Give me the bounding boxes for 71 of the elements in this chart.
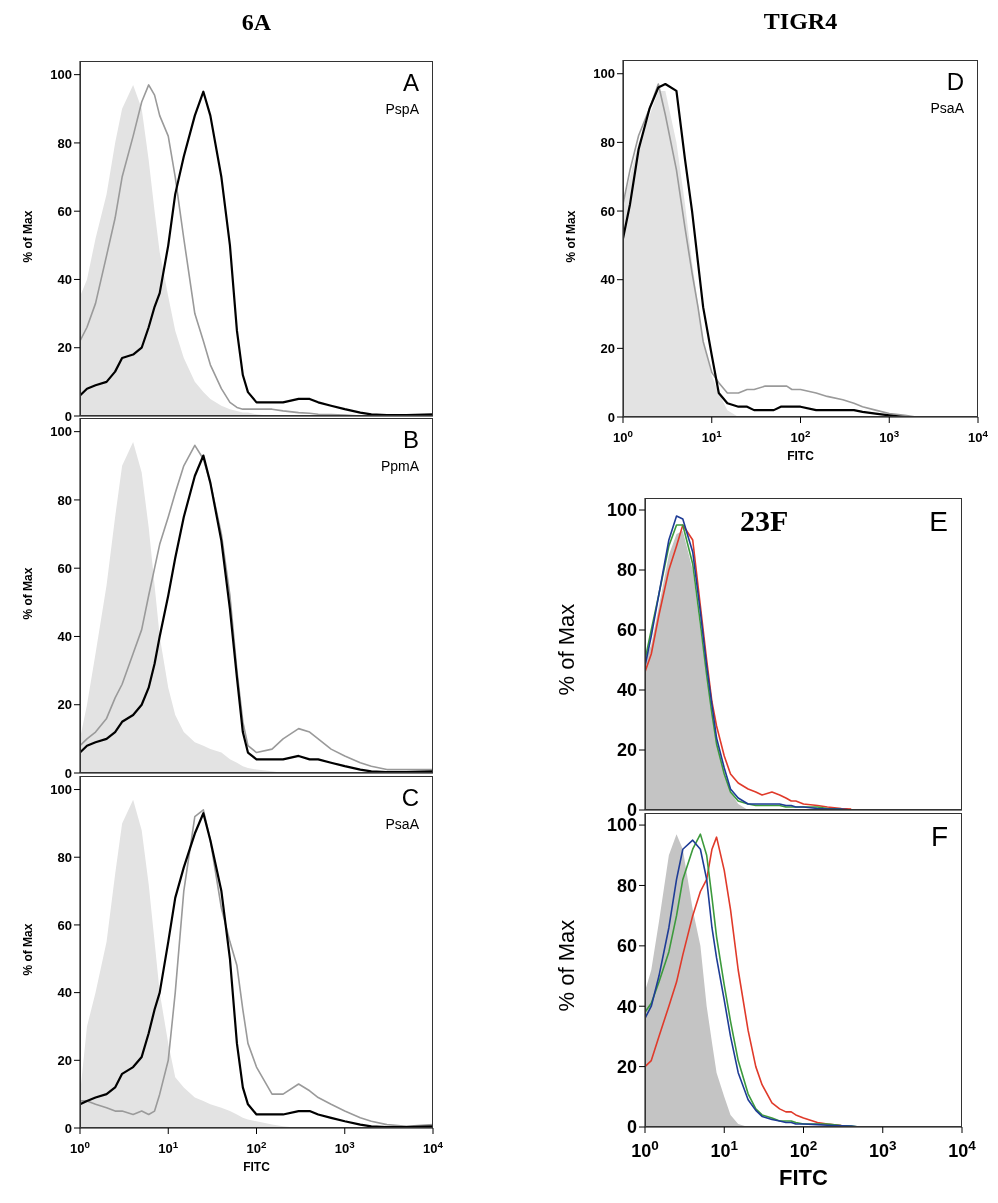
y-tick-label: 60: [57, 560, 72, 576]
x-tick-label: 10$^{3}$: [868, 1137, 898, 1161]
annotation: E: [929, 506, 948, 538]
x-tick-label: 10$^{4}$: [948, 1137, 977, 1161]
x-tick-label: 10$^{2}$: [790, 427, 812, 445]
y-tick-label: 60: [600, 203, 615, 219]
y-tick-label: 60: [616, 936, 637, 957]
x-tick-label: 10$^{4}$: [968, 427, 989, 445]
y-tick-label: 0: [607, 409, 615, 425]
y-tick-label: 20: [616, 740, 637, 761]
x-tick-label: 10$^{0}$: [613, 427, 634, 445]
y-axis-title: % of Max: [554, 602, 581, 698]
y-tick-label: 60: [57, 917, 72, 933]
y-tick-label: 0: [64, 408, 72, 424]
y-tick-label: 100: [50, 67, 72, 83]
chart-title: TIGR4: [762, 8, 839, 35]
y-tick-label: 80: [57, 135, 72, 151]
x-tick-label: 10$^{0}$: [631, 1137, 659, 1161]
x-tick-label: 10$^{3}$: [879, 427, 900, 445]
y-tick-label: 0: [64, 765, 72, 781]
y-tick-label: 20: [600, 340, 615, 356]
annotation: B: [402, 426, 419, 454]
y-axis-title: % of Max: [564, 209, 580, 265]
x-tick-label: 10$^{3}$: [334, 1138, 356, 1156]
x-tick-label: 10$^{1}$: [701, 427, 723, 445]
y-tick-label: 0: [64, 1120, 72, 1136]
y-tick-label: 40: [600, 272, 615, 288]
x-axis-title: FITC: [243, 1160, 271, 1174]
y-tick-label: 100: [50, 424, 72, 440]
annotation: PsaA: [930, 100, 964, 116]
x-tick-label: 10$^{4}$: [423, 1138, 444, 1156]
y-tick-label: 40: [616, 680, 637, 701]
x-axis-title: FITC: [787, 449, 815, 463]
x-axis-title: FITC: [779, 1165, 829, 1190]
annotation: D: [946, 68, 964, 96]
y-axis-title: % of Max: [21, 209, 37, 265]
annotation: C: [401, 784, 419, 812]
y-axis-title: % of Max: [21, 922, 37, 978]
y-tick-label: 80: [616, 875, 637, 896]
y-tick-label: 100: [606, 500, 637, 521]
annotation: PpmA: [380, 458, 419, 474]
y-tick-label: 20: [57, 697, 72, 713]
y-tick-label: 60: [57, 203, 72, 219]
y-axis-title: % of Max: [554, 918, 581, 1014]
y-tick-label: 100: [593, 66, 615, 82]
annotation: PspA: [385, 101, 419, 117]
y-tick-label: 20: [57, 340, 72, 356]
chart-title: 23F: [740, 504, 789, 538]
x-tick-label: 10$^{2}$: [246, 1138, 268, 1156]
annotation: PsaA: [385, 816, 419, 832]
y-tick-label: 40: [57, 985, 72, 1001]
y-tick-label: 40: [57, 272, 72, 288]
chart-title: 6A: [240, 9, 273, 36]
y-tick-label: 80: [600, 135, 615, 150]
y-tick-label: 80: [616, 560, 637, 581]
x-tick-label: 10$^{0}$: [70, 1138, 91, 1156]
y-tick-label: 0: [626, 1117, 637, 1138]
y-tick-label: 40: [616, 996, 637, 1017]
x-tick-label: 10$^{1}$: [158, 1138, 179, 1156]
y-tick-label: 20: [616, 1057, 637, 1078]
y-tick-label: 80: [57, 849, 72, 865]
y-tick-label: 80: [57, 492, 72, 508]
y-tick-label: 60: [616, 620, 637, 641]
x-tick-label: 10$^{2}$: [789, 1137, 818, 1161]
annotation: F: [930, 821, 948, 853]
annotation: A: [402, 69, 419, 97]
y-tick-label: 20: [57, 1052, 72, 1068]
y-tick-label: 40: [57, 629, 72, 645]
x-tick-label: 10$^{1}$: [710, 1137, 739, 1161]
y-tick-label: 100: [50, 782, 72, 798]
y-axis-title: % of Max: [21, 566, 37, 622]
